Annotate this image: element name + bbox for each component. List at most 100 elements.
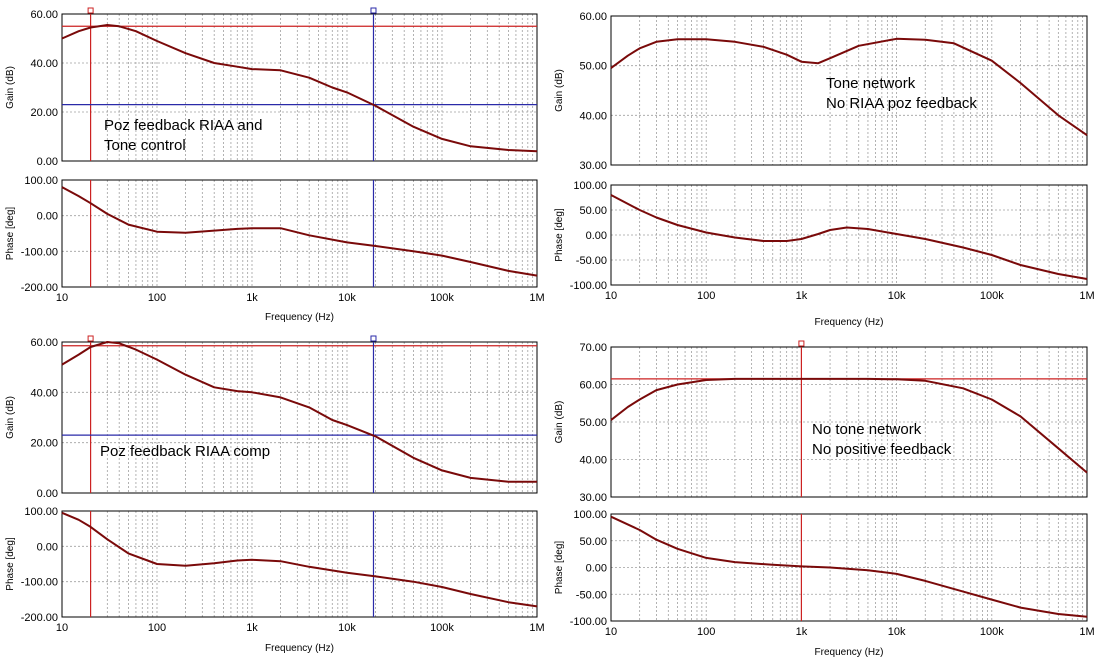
gain-panel: 0.00 20.00 40.00 60.00 Gain (dB) (5, 335, 538, 500)
y-tick-label: -50.00 (576, 255, 607, 267)
annotation-text: Tone network (826, 75, 916, 92)
x-tick-label: 100 (148, 622, 166, 634)
gain-panel: 30.00 40.00 50.00 60.00 Gain (dB) (554, 11, 1088, 172)
y-tick-label: -100.00 (570, 616, 607, 628)
y-tick-label: 40.00 (30, 58, 58, 70)
annotation-text: No tone network (812, 421, 922, 438)
y-tick-label: 60.00 (30, 9, 58, 21)
y-axis-label: Gain (dB) (554, 69, 565, 112)
x-tick-label: 100k (430, 622, 454, 634)
phase-curve (610, 194, 1088, 280)
x-tick-label: 10k (888, 626, 906, 638)
x-tick-label: 1M (1079, 626, 1094, 638)
y-tick-label: 60.00 (579, 11, 607, 23)
annotation-text: No RIAA poz feedback (826, 95, 977, 112)
y-tick-label: 20.00 (30, 438, 58, 450)
y-tick-label: -50.00 (576, 589, 607, 601)
x-tick-label: 100 (148, 292, 166, 304)
y-tick-label: 100.00 (24, 506, 58, 518)
gain-frame (610, 346, 1088, 498)
x-tick-label: 100k (980, 290, 1004, 302)
gain-curve (61, 341, 537, 483)
cursor-handle (798, 340, 805, 347)
y-tick-label: 40.00 (30, 387, 58, 399)
gain-frame (61, 341, 538, 494)
gain-curve (610, 377, 1088, 474)
y-tick-label: 50.00 (579, 536, 607, 548)
chart-bottom-right: 30.00 40.00 50.00 60.00 70.00 Gain (dB) -100.0… (554, 340, 1095, 658)
x-tick-label: 100 (697, 290, 715, 302)
cursor-handle (370, 7, 377, 14)
y-axis-label: Gain (dB) (5, 66, 16, 109)
y-tick-label: 50.00 (579, 417, 607, 429)
y-axis-label: Phase [deg] (554, 541, 565, 595)
chart-top-left: 0.00 20.00 40.00 60.00 Gain (dB) -200.00 -100.… (5, 7, 545, 323)
x-tick-label: 1k (246, 292, 258, 304)
phase-grid (611, 185, 1087, 285)
y-tick-label: -100.00 (21, 246, 58, 258)
y-tick-label: 30.00 (579, 160, 607, 172)
x-tick-label: 1M (529, 292, 544, 304)
y-tick-label: 0.00 (37, 488, 58, 500)
gain-panel: 0.00 20.00 40.00 60.00 Gain (dB) (5, 7, 538, 168)
gain-plot-area (62, 14, 537, 161)
x-tick-label: 10 (605, 290, 617, 302)
gain-frame (61, 13, 538, 162)
gain-panel: 30.00 40.00 50.00 60.00 70.00 Gain (dB) (554, 340, 1088, 504)
cursor-handle (87, 7, 94, 14)
phase-panel: -200.00 -100.00 0.00 100.00 Phase [deg] (5, 175, 538, 294)
y-tick-label: 0.00 (37, 211, 58, 223)
phase-grid (62, 180, 537, 287)
chart-top-right: 30.00 40.00 50.00 60.00 Gain (dB) -100.00 -50.… (554, 11, 1095, 328)
phase-frame (610, 184, 1088, 286)
y-tick-label: 50.00 (579, 61, 607, 73)
x-tick-label: 10k (888, 290, 906, 302)
x-tick-label: 10 (56, 622, 68, 634)
phase-frame (610, 513, 1088, 622)
x-axis-label: Frequency (Hz) (265, 643, 334, 654)
phase-curve (61, 511, 538, 608)
y-tick-label: 100.00 (24, 175, 58, 187)
y-tick-label: 60.00 (30, 337, 58, 349)
y-tick-label: -200.00 (21, 282, 58, 294)
annotation-text: No positive feedback (812, 441, 952, 458)
phase-panel: -100.00 -50.00 0.00 50.00 100.00 Phase [deg] (554, 509, 1088, 628)
y-axis-label: Phase [deg] (554, 208, 565, 262)
y-axis-label: Gain (dB) (554, 401, 565, 444)
cursor-handle (87, 335, 94, 342)
x-tick-label: 10k (338, 622, 356, 634)
x-tick-label: 100k (980, 626, 1004, 638)
phase-curve (61, 186, 538, 277)
y-tick-label: 0.00 (586, 563, 607, 575)
chart-bottom-left: 0.00 20.00 40.00 60.00 Gain (dB) -200.00 -100.… (5, 335, 545, 654)
gain-grid (611, 347, 1087, 497)
y-tick-label: 100.00 (573, 509, 607, 521)
y-tick-label: 40.00 (579, 455, 607, 467)
y-tick-label: 70.00 (579, 342, 607, 354)
y-tick-label: 0.00 (586, 230, 607, 242)
phase-frame (61, 510, 538, 618)
x-tick-label: 10 (56, 292, 68, 304)
x-axis-label: Frequency (Hz) (815, 317, 884, 328)
y-tick-label: 40.00 (579, 110, 607, 122)
gain-frame (610, 15, 1088, 166)
y-tick-label: 0.00 (37, 156, 58, 168)
y-tick-label: 30.00 (579, 492, 607, 504)
gain-plot-area (611, 16, 1087, 165)
y-axis-label: Phase [deg] (5, 537, 16, 591)
x-tick-label: 1k (796, 290, 808, 302)
gain-curve (61, 24, 538, 153)
gain-grid (62, 342, 537, 493)
x-tick-label: 1M (1079, 290, 1094, 302)
y-tick-label: 20.00 (30, 107, 58, 119)
x-tick-label: 1k (246, 622, 258, 634)
annotation-text: Poz feedback RIAA and (104, 117, 262, 134)
y-tick-label: 100.00 (573, 180, 607, 192)
y-tick-label: 50.00 (579, 205, 607, 217)
y-tick-label: -200.00 (21, 612, 58, 624)
gain-plot-area (62, 342, 537, 493)
y-tick-label: -100.00 (570, 280, 607, 292)
x-tick-label: 10 (605, 626, 617, 638)
gain-grid (611, 16, 1087, 165)
